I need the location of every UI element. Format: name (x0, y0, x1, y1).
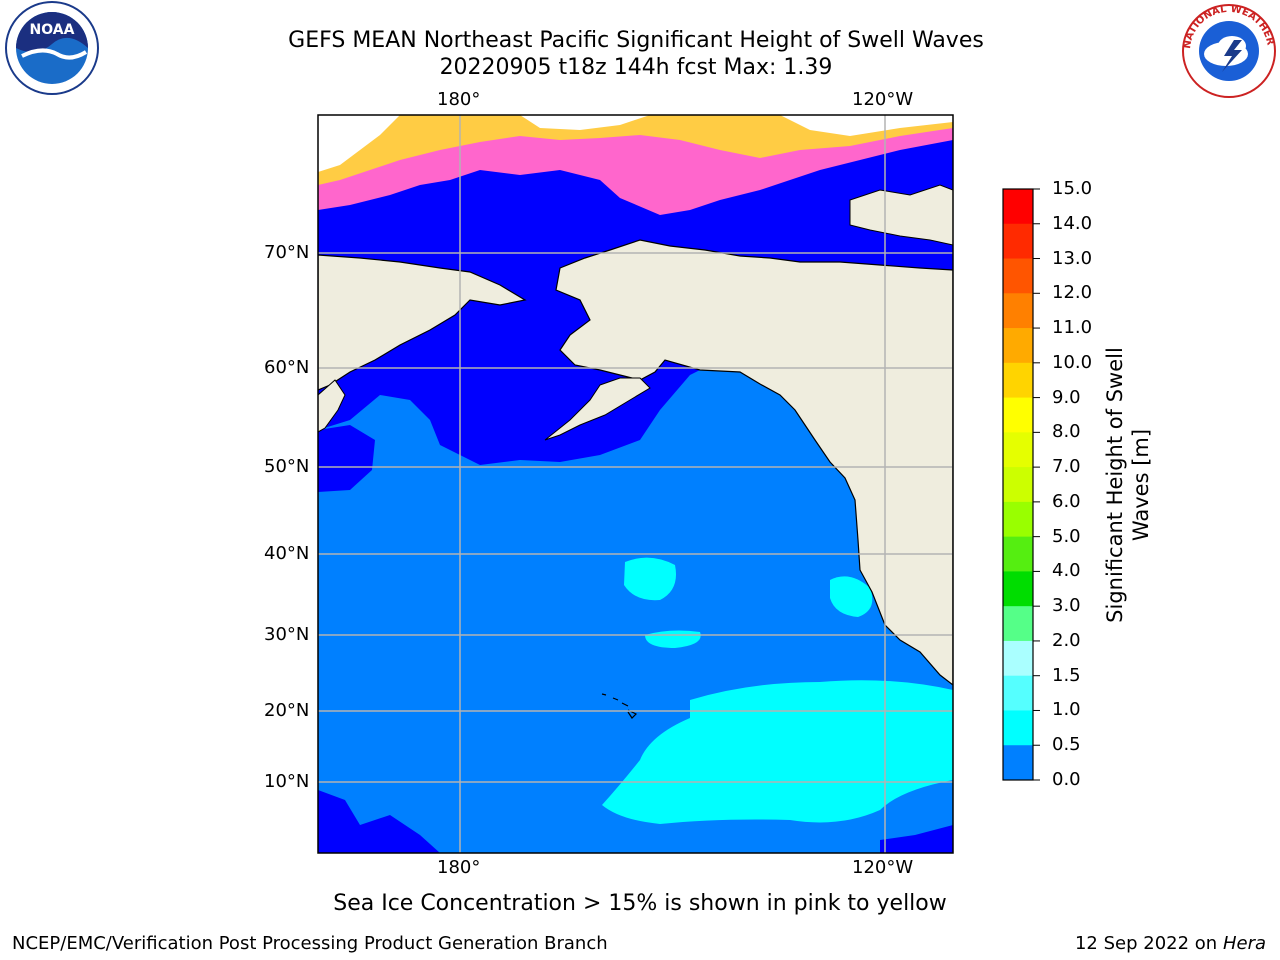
swell-patch-central (624, 557, 676, 601)
colorbar-swatch (1003, 467, 1033, 503)
colorbar (1003, 188, 1040, 781)
footer-machine: Hera (1222, 933, 1266, 954)
kamchatka-coast (318, 379, 346, 433)
colorbar-swatch (1003, 258, 1033, 294)
map-subtitle: 20220905 t18z 144h fcst Max: 1.39 (439, 55, 833, 80)
noaa-logo: NOAA (5, 1, 99, 95)
lat-label-10n: 10°N (264, 771, 310, 792)
colorbar-tick-label: 8.0 (1052, 421, 1081, 443)
colorbar-tick-label: 6.0 (1052, 490, 1081, 512)
low-swell-region-west (318, 425, 375, 492)
canadian-arctic-land (849, 184, 953, 246)
sea-ice-yellow (318, 115, 953, 185)
colorbar-tick-label: 5.0 (1052, 525, 1081, 547)
map-title: GEFS MEAN Northeast Pacific Significant … (288, 28, 984, 53)
colorbar-swatch (1003, 328, 1033, 364)
swell-patch-coastal (830, 576, 873, 617)
colorbar-tick-label: 11.0 (1052, 317, 1093, 339)
colorbar-label: Significant Height of Swell Waves [m] (1103, 347, 1153, 623)
lat-label-30n: 30°N (264, 624, 310, 645)
footer-credit: NCEP/EMC/Verification Post Processing Pr… (12, 933, 608, 954)
colorbar-swatch (1003, 223, 1033, 260)
colorbar-swatch (1003, 606, 1033, 642)
low-swell-region-southeast (880, 825, 953, 853)
colorbar-swatch (1003, 362, 1033, 399)
colorbar-tick-label: 1.0 (1052, 699, 1081, 721)
colorbar-tick-label: 4.0 (1052, 560, 1081, 582)
colorbar-tick-label: 2.0 (1052, 629, 1081, 651)
colorbar-tick-label: 13.0 (1052, 247, 1093, 269)
colorbar-tick-label: 10.0 (1052, 351, 1093, 373)
lat-label-20n: 20°N (264, 700, 310, 721)
footer-date: 12 Sep 2022 on Hera (1075, 933, 1266, 954)
colorbar-swatch (1003, 675, 1033, 711)
colorbar-swatch (1003, 640, 1033, 677)
lat-label-50n: 50°N (264, 456, 310, 477)
svg-text:NOAA: NOAA (30, 22, 75, 38)
colorbar-swatch (1003, 397, 1033, 433)
colorbar-tick-label: 15.0 (1052, 178, 1093, 199)
colorbar-tick-label: 3.0 (1052, 595, 1081, 617)
map-frame (317, 114, 954, 854)
swell-patch-south (602, 680, 953, 824)
open-arctic-white-2 (520, 115, 650, 130)
colorbar-swatch (1003, 501, 1033, 538)
lon-label-bottom-120w: 120°W (852, 857, 914, 878)
colorbar-swatch (1003, 710, 1033, 746)
colorbar-tick-label: 14.0 (1052, 212, 1093, 234)
lat-label-60n: 60°N (264, 357, 310, 378)
lon-label-top-180: 180° (437, 89, 481, 110)
colorbar-swatch (1003, 536, 1033, 572)
nws-logo: NATIONAL WEATHER SERVICE (1180, 2, 1276, 98)
colorbar-tick-label: 9.0 (1052, 386, 1081, 408)
colorbar-swatch (1003, 571, 1033, 607)
colorbar-tick-label: 0.5 (1052, 734, 1081, 756)
colorbar-tick-label: 7.0 (1052, 456, 1081, 478)
colorbar-frame (1002, 188, 1034, 781)
lat-label-70n: 70°N (264, 242, 310, 263)
footer-date-text: 12 Sep 2022 on (1074, 933, 1218, 954)
colorbar-tick-label: 1.5 (1052, 664, 1081, 686)
alaska-peninsula (544, 377, 651, 441)
low-swell-region-southwest (318, 790, 440, 853)
open-arctic-white-3 (780, 115, 953, 136)
russia-land (318, 254, 527, 391)
colorbar-swatch (1003, 432, 1033, 468)
colorbar-swatch (1003, 293, 1033, 329)
hawaii-islands (601, 693, 638, 719)
lon-label-top-120w: 120°W (852, 89, 914, 110)
lon-label-bottom-180: 180° (437, 857, 481, 878)
graticule (318, 115, 953, 853)
lat-label-40n: 40°N (264, 543, 310, 564)
colorbar-swatch (1003, 189, 1033, 225)
sea-ice-note: Sea Ice Concentration > 15% is shown in … (333, 891, 947, 916)
colorbar-tick-label: 12.0 (1052, 282, 1093, 304)
colorbar-tick-label: 0.0 (1052, 769, 1081, 790)
open-arctic-white (318, 115, 400, 172)
colorbar-swatch (1003, 745, 1033, 781)
